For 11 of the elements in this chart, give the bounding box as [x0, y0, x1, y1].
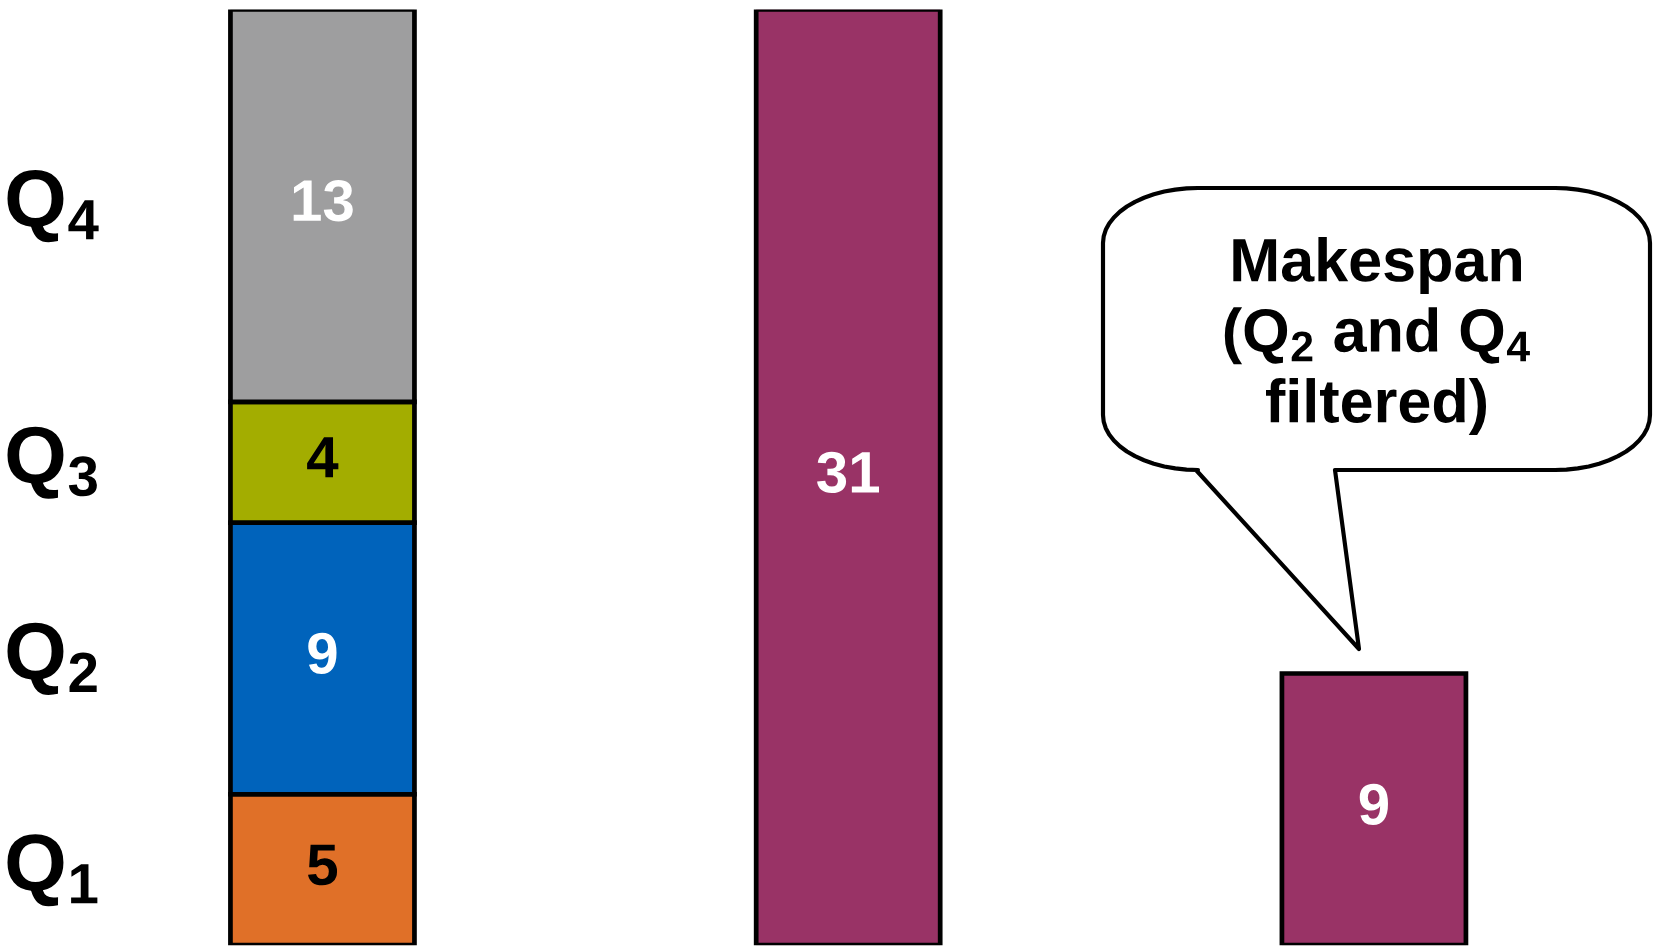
data-label: 9: [1359, 783, 1388, 825]
series-label: Q$_{2}$: [7, 622, 97, 695]
series-label: Q$_{3}$: [7, 426, 97, 499]
annotation: Makespan (Q$_{2}$ and Q$_{4}$ filtered): [1224, 236, 1530, 436]
data-label: 4: [307, 437, 339, 478]
series-label: Q$_{1}$: [7, 834, 98, 907]
data-label: 9: [308, 632, 337, 675]
data-label: 5: [308, 844, 338, 886]
data-label: 31: [817, 451, 880, 494]
series-label: Q$_{4}$: [7, 170, 99, 243]
data-label: 13: [293, 180, 353, 222]
